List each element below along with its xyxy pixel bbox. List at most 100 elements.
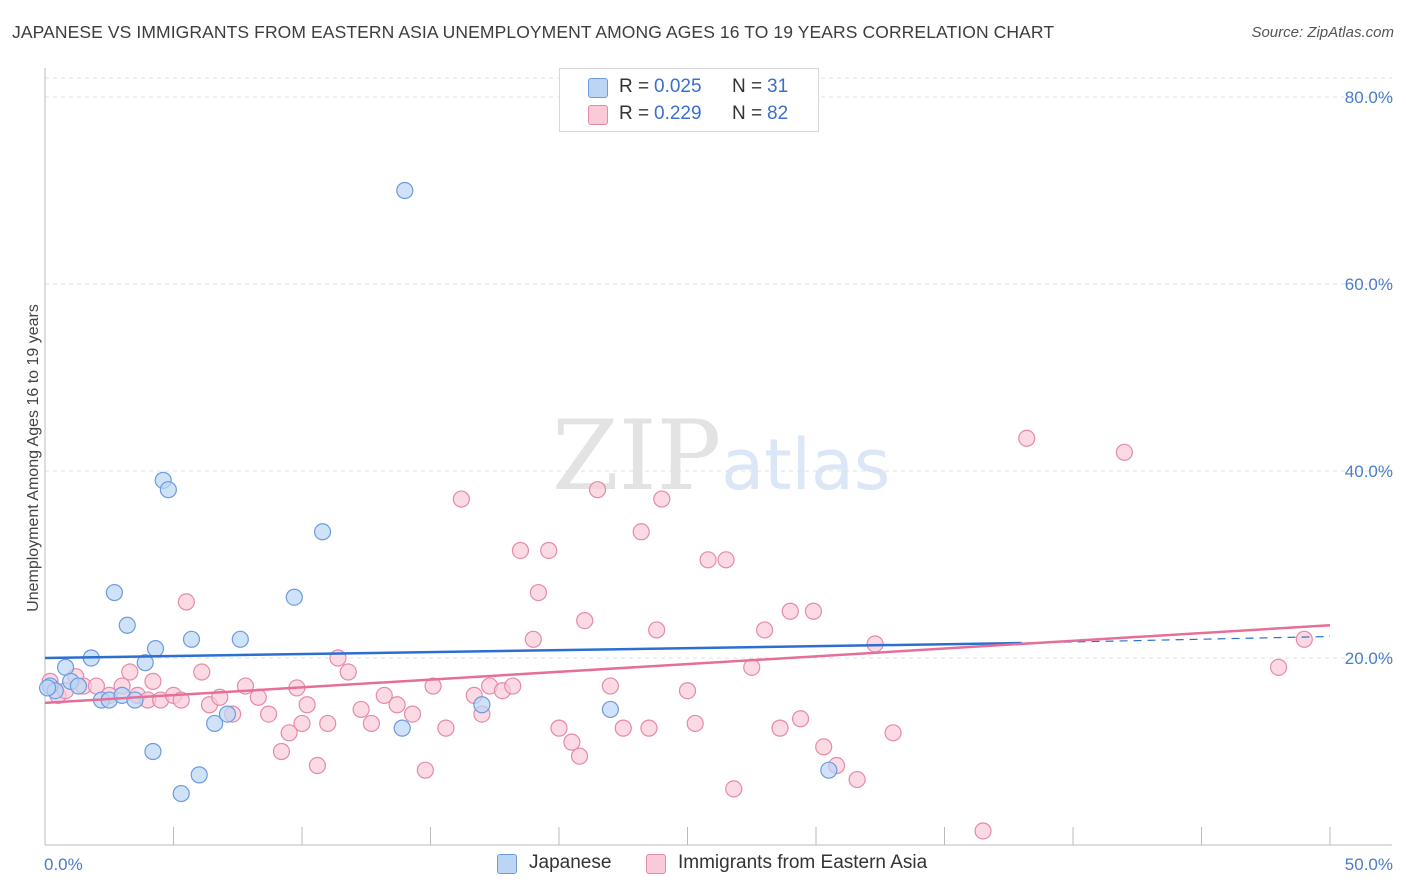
immigrants-point bbox=[791, 710, 810, 728]
japanese-point bbox=[144, 742, 162, 761]
chart-title: JAPANESE VS IMMIGRANTS FROM EASTERN ASIA… bbox=[12, 22, 1055, 42]
immigrants-point bbox=[717, 551, 735, 569]
japanese-trend-extension bbox=[1021, 635, 1331, 644]
y-tick-label: 60.0% bbox=[1345, 275, 1393, 294]
legend-r-value: 0.025 bbox=[654, 76, 702, 97]
immigrants-point bbox=[576, 611, 594, 630]
japanese-point bbox=[393, 719, 411, 737]
legend-swatch-immigrants bbox=[588, 105, 608, 125]
immigrants-point bbox=[416, 761, 434, 779]
immigrants-point bbox=[352, 700, 370, 719]
japanese-point bbox=[820, 761, 838, 779]
immigrants-point bbox=[640, 719, 658, 737]
immigrants-point bbox=[1295, 630, 1313, 648]
japanese-point bbox=[146, 640, 165, 658]
bottom-legend-swatch-immigrants bbox=[646, 854, 666, 874]
japanese-point bbox=[231, 630, 249, 648]
japanese-point bbox=[190, 766, 208, 784]
japanese-point bbox=[313, 523, 332, 541]
immigrants-point bbox=[193, 663, 211, 681]
immigrants-point bbox=[144, 672, 162, 690]
immigrants-point bbox=[848, 770, 866, 789]
immigrants-point bbox=[511, 541, 530, 560]
immigrants-point bbox=[570, 747, 589, 765]
legend-row-japanese: R = 0.025 N = 31 bbox=[560, 74, 818, 100]
japanese-point bbox=[473, 696, 491, 714]
japanese-point bbox=[105, 583, 123, 602]
japanese-point bbox=[285, 588, 303, 606]
immigrants-point bbox=[452, 490, 470, 508]
axes bbox=[44, 68, 1392, 846]
immigrants-point bbox=[293, 714, 311, 733]
watermark: ZIPatlas bbox=[552, 400, 890, 512]
legend-n-value: 31 bbox=[767, 76, 789, 97]
immigrants-point bbox=[588, 481, 607, 499]
legend-row-immigrants: R = 0.229 N = 82 bbox=[560, 101, 818, 127]
bottom-legend: Japanese Immigrants from Eastern Asia bbox=[0, 852, 1406, 878]
y-axis-label: Unemployment Among Ages 16 to 19 years bbox=[25, 304, 42, 612]
immigrants-point bbox=[249, 688, 267, 706]
immigrants-point bbox=[815, 738, 833, 756]
y-tick-label: 40.0% bbox=[1345, 462, 1393, 481]
immigrants-point bbox=[424, 677, 442, 695]
immigrants-point bbox=[686, 714, 704, 733]
immigrants-point bbox=[437, 719, 455, 737]
immigrants-point bbox=[804, 602, 823, 620]
immigrants-point bbox=[529, 583, 548, 602]
immigrants-point bbox=[771, 719, 789, 737]
immigrants-trend-line bbox=[44, 624, 1331, 705]
immigrants-point bbox=[699, 551, 717, 569]
immigrants-point bbox=[781, 602, 799, 620]
y-tick-label: 80.0% bbox=[1345, 88, 1393, 107]
watermark-zip: ZIP bbox=[552, 400, 722, 512]
bottom-legend-swatch-japanese bbox=[497, 854, 517, 874]
immigrants-point bbox=[280, 724, 298, 742]
japanese-point bbox=[38, 679, 57, 697]
source-credit: Source: ZipAtlas.com bbox=[1251, 24, 1394, 41]
immigrants-point bbox=[319, 714, 337, 733]
immigrants-point bbox=[614, 719, 632, 737]
immigrants-point bbox=[550, 719, 568, 737]
immigrants-point bbox=[632, 523, 650, 541]
immigrants-point bbox=[272, 742, 291, 761]
immigrants-point bbox=[388, 696, 406, 714]
japanese-point bbox=[182, 630, 201, 648]
japanese-point bbox=[136, 654, 154, 672]
japanese-point bbox=[218, 705, 237, 723]
japanese-point bbox=[126, 691, 144, 709]
bottom-legend-label: Japanese bbox=[529, 852, 612, 873]
japanese-point bbox=[159, 481, 177, 499]
immigrants-point bbox=[540, 541, 558, 560]
japanese-point bbox=[601, 700, 620, 719]
immigrants-point bbox=[1115, 443, 1134, 461]
immigrants-point bbox=[884, 724, 902, 742]
legend-r-label: R = bbox=[619, 103, 650, 124]
japanese-point bbox=[118, 616, 136, 634]
legend-swatch-japanese bbox=[588, 78, 608, 98]
immigrants-point bbox=[308, 756, 327, 775]
japanese-point bbox=[172, 784, 190, 803]
immigrants-point bbox=[362, 714, 380, 733]
immigrants-point bbox=[678, 682, 697, 700]
japanese-point bbox=[69, 677, 88, 695]
legend: R = 0.025 N = 31 R = 0.229 N = 82 bbox=[559, 68, 819, 132]
legend-n-label: N = bbox=[732, 103, 763, 124]
legend-n-label: N = bbox=[732, 76, 763, 97]
x-tick-label: 0.0% bbox=[44, 855, 83, 874]
tick-labels: 20.0% 40.0% 60.0% 80.0% 0.0% 50.0% bbox=[44, 88, 1393, 874]
watermark-atlas: atlas bbox=[721, 424, 891, 506]
immigrants-point bbox=[725, 780, 743, 798]
legend-r-label: R = bbox=[619, 76, 650, 97]
data-points bbox=[38, 181, 1313, 840]
immigrants-point bbox=[121, 663, 139, 681]
immigrants-point bbox=[403, 705, 422, 723]
grid bbox=[45, 77, 1392, 659]
immigrants-point bbox=[524, 630, 542, 648]
japanese-point bbox=[206, 714, 224, 733]
immigrants-point bbox=[1018, 429, 1036, 447]
immigrants-point bbox=[1269, 658, 1288, 676]
japanese-point bbox=[396, 181, 414, 200]
immigrants-point bbox=[563, 733, 581, 751]
x-tick-label: 50.0% bbox=[1345, 855, 1393, 874]
